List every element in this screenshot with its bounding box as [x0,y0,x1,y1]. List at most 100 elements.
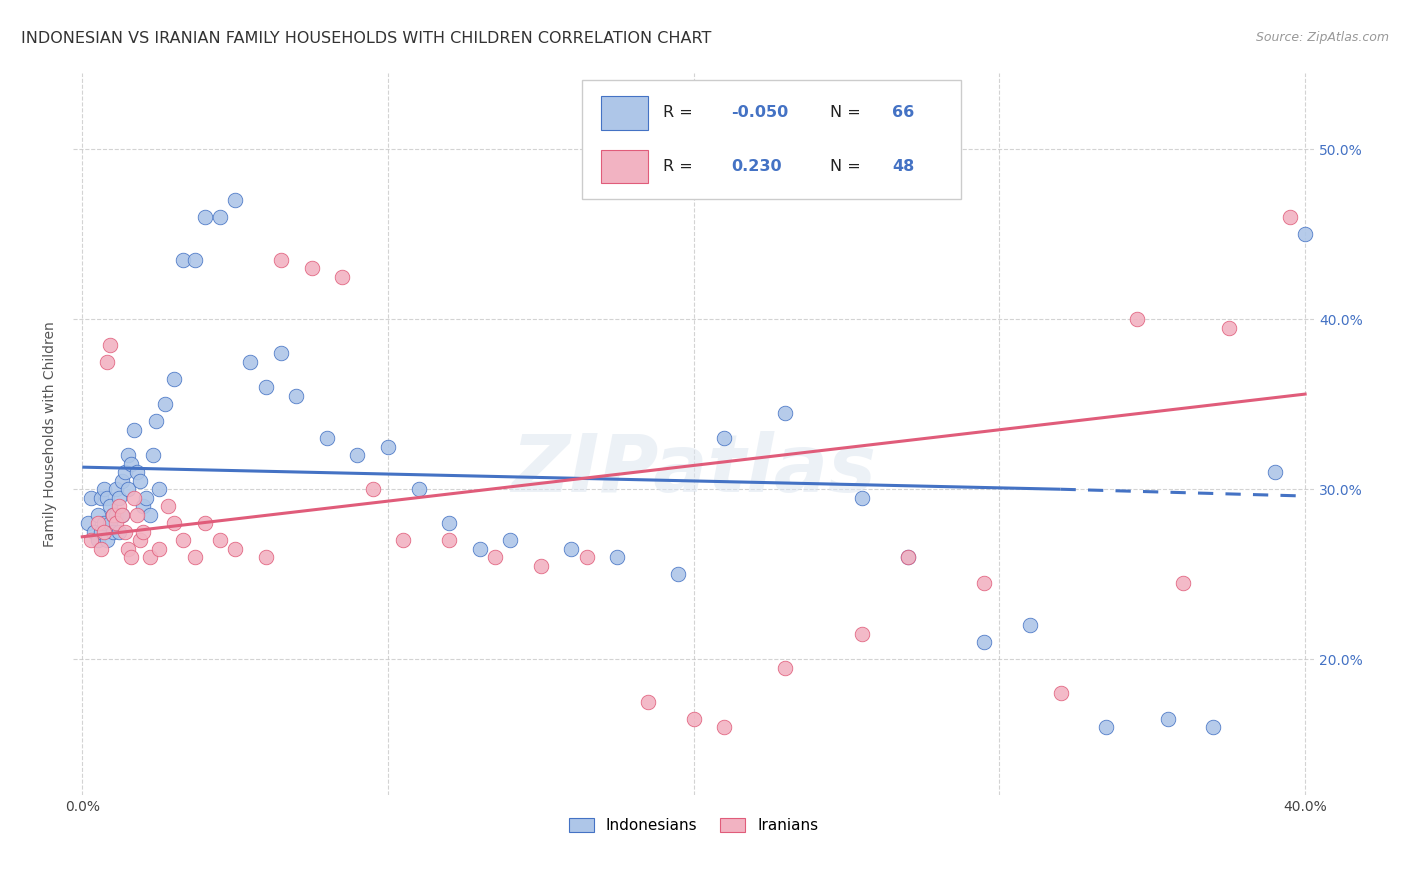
Point [138,550,160,565]
Point [93,516,115,531]
Point [682,712,704,726]
Point [254,380,277,394]
Point [120,550,142,565]
Point [224,541,246,556]
Point [122,491,145,505]
Point [101,508,124,522]
Point [208,533,231,548]
Point [153,397,176,411]
Point [93,524,115,539]
Bar [600,150,648,184]
Point [1202,720,1225,734]
Point [1126,312,1149,326]
Point [301,261,323,276]
Point [90,491,112,505]
Point [392,533,415,548]
Point [775,406,797,420]
Text: ZIPatlas: ZIPatlas [512,431,876,509]
Point [254,550,277,565]
Point [90,541,112,556]
Point [468,541,491,556]
Point [129,474,152,488]
Point [104,482,127,496]
Bar [600,96,648,129]
Point [111,508,134,522]
Point [851,491,873,505]
Point [668,567,690,582]
Point [224,194,246,208]
Point [1218,321,1240,335]
Point [132,524,155,539]
Point [973,635,995,649]
Point [530,558,553,573]
Point [437,516,460,531]
Point [129,533,152,548]
Point [86,516,108,531]
Point [90,524,112,539]
Point [1019,618,1042,632]
Point [96,491,118,505]
Point [163,372,186,386]
Point [484,550,506,565]
Point [377,440,399,454]
Point [239,355,262,369]
Point [606,550,628,565]
Point [138,508,160,522]
Point [122,423,145,437]
Point [117,482,139,496]
Point [80,533,103,548]
Point [127,508,149,522]
Point [101,524,124,539]
Point [897,550,920,565]
Text: 48: 48 [893,159,914,174]
Point [1171,575,1194,590]
Point [96,533,118,548]
Text: R =: R = [662,105,697,120]
Point [184,252,207,267]
Point [499,533,522,548]
Point [127,465,149,479]
Legend: Indonesians, Iranians: Indonesians, Iranians [562,812,824,839]
Point [1263,465,1285,479]
Point [120,457,142,471]
Point [361,482,384,496]
Point [637,695,659,709]
Point [1278,211,1301,225]
Point [108,491,131,505]
Point [142,448,165,462]
Point [713,720,735,734]
Point [98,516,121,531]
Point [114,524,136,539]
Text: INDONESIAN VS IRANIAN FAMILY HOUSEHOLDS WITH CHILDREN CORRELATION CHART: INDONESIAN VS IRANIAN FAMILY HOUSEHOLDS … [21,31,711,46]
Point [346,448,368,462]
Point [114,465,136,479]
Point [184,550,207,565]
Point [86,533,108,548]
Point [172,533,194,548]
Point [270,252,292,267]
Point [96,355,118,369]
Text: R =: R = [662,159,703,174]
Point [148,482,170,496]
Text: -0.050: -0.050 [731,105,789,120]
Point [132,500,155,514]
Point [135,491,157,505]
Point [408,482,430,496]
Point [330,269,353,284]
Point [1095,720,1118,734]
Text: 0.230: 0.230 [731,159,782,174]
Text: 66: 66 [893,105,914,120]
Point [315,431,337,445]
Point [156,500,179,514]
Point [104,508,127,522]
Point [108,524,131,539]
Point [80,491,103,505]
Point [1049,686,1071,700]
Y-axis label: Family Households with Children: Family Households with Children [44,321,58,547]
FancyBboxPatch shape [582,80,960,199]
Point [193,211,215,225]
Point [851,626,873,640]
Text: N =: N = [830,159,866,174]
Point [83,524,105,539]
Point [437,533,460,548]
